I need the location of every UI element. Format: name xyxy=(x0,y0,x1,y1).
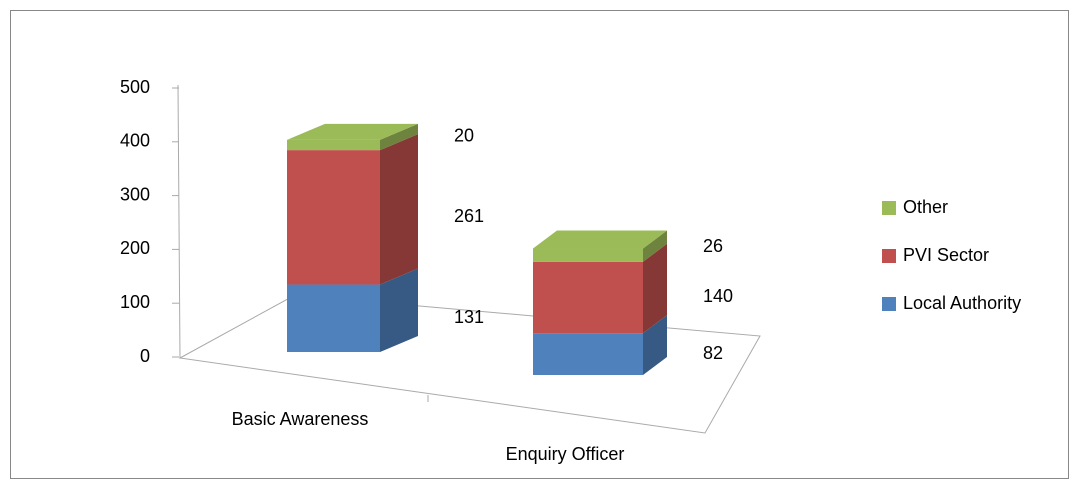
bar-top xyxy=(533,230,667,249)
bar-side xyxy=(643,243,667,334)
data-label: 131 xyxy=(454,307,484,327)
y-tick-label: 200 xyxy=(120,238,150,258)
bar-top xyxy=(287,123,418,140)
bar-side xyxy=(380,123,418,151)
bar-side xyxy=(380,134,418,285)
y-axis xyxy=(177,84,181,359)
bar-side xyxy=(643,230,667,262)
y-tick-label: 0 xyxy=(140,346,150,366)
legend-label: PVI Sector xyxy=(903,245,989,265)
legend-swatch xyxy=(882,249,896,263)
y-tick-label: 300 xyxy=(120,184,150,204)
bar-front xyxy=(287,150,380,285)
bar-side xyxy=(643,315,667,375)
legend-swatch xyxy=(882,297,896,311)
legend-swatch xyxy=(882,201,896,215)
x-tick-label: Enquiry Officer xyxy=(506,444,625,464)
bar-front xyxy=(533,333,643,375)
legend-label: Local Authority xyxy=(903,293,1021,313)
bar-front xyxy=(533,261,643,334)
data-label: 261 xyxy=(454,206,484,226)
data-label: 20 xyxy=(454,126,474,146)
legend-label: Other xyxy=(903,197,948,217)
bar-side xyxy=(380,268,418,352)
y-tick-label: 500 xyxy=(120,77,150,97)
x-tick-label: Basic Awareness xyxy=(232,409,369,429)
data-label: 82 xyxy=(703,343,723,363)
y-tick-label: 400 xyxy=(120,131,150,151)
floor xyxy=(178,294,761,434)
bar-front xyxy=(287,139,380,151)
bar-front xyxy=(533,248,643,262)
bar-front xyxy=(287,284,380,352)
y-tick-label: 100 xyxy=(120,292,150,312)
data-label: 140 xyxy=(703,286,733,306)
data-label: 26 xyxy=(703,236,723,256)
